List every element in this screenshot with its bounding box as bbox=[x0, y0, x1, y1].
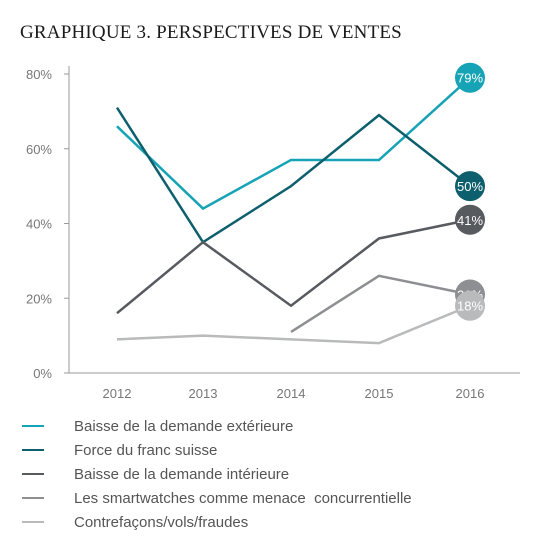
y-tick-label: 60% bbox=[26, 142, 52, 157]
legend-label: Contrefaçons/vols/fraudes bbox=[74, 513, 249, 531]
legend-swatch bbox=[22, 521, 44, 523]
legend-label: Force du franc suisse bbox=[74, 441, 218, 459]
x-tick-label: 2014 bbox=[277, 386, 306, 401]
series-end-marker-3 bbox=[455, 204, 485, 235]
chart-title: GRAPHIQUE 3. PERSPECTIVES DE VENTES bbox=[20, 22, 402, 43]
series-line-3 bbox=[116, 218, 471, 315]
legend-item: Force du franc suisse bbox=[22, 438, 542, 462]
y-tick-label: 80% bbox=[26, 67, 52, 82]
legend-swatch bbox=[22, 473, 44, 475]
series-end-marker-5 bbox=[455, 290, 485, 321]
legend-label: Baisse de la demande extérieure bbox=[74, 417, 294, 435]
legend-swatch bbox=[22, 497, 44, 499]
series-end-label-3: 41% bbox=[457, 213, 483, 228]
x-tick-label: 2016 bbox=[456, 386, 485, 401]
series-end-label-2: 50% bbox=[457, 179, 483, 194]
y-tick-label: 20% bbox=[26, 291, 52, 306]
line-chart: 0% 20% 40% 60% 80% 2012 2013 2014 2015 2016 79% 50%… bbox=[26, 62, 520, 401]
series-end-label-1: 79% bbox=[457, 71, 483, 86]
y-tick-label: 0% bbox=[33, 366, 52, 381]
series-line-1 bbox=[116, 76, 471, 211]
legend-item: Baisse de la demande intérieure bbox=[22, 462, 542, 486]
legend-item: Les smartwatches comme menace concurrent… bbox=[22, 486, 542, 510]
legend-swatch bbox=[22, 449, 44, 451]
legend-item: Contrefaçons/vols/fraudes bbox=[22, 510, 542, 534]
series-line-4 bbox=[290, 274, 471, 333]
series-line-5 bbox=[116, 304, 471, 345]
series-line-2 bbox=[115, 106, 471, 244]
x-tick-label: 2015 bbox=[365, 386, 394, 401]
series-end-marker-1 bbox=[455, 62, 485, 93]
legend-item: Baisse de la demande extérieure bbox=[22, 414, 542, 438]
x-tick-label: 2013 bbox=[189, 386, 218, 401]
series-end-marker-2 bbox=[455, 171, 485, 202]
y-tick-label: 40% bbox=[26, 217, 52, 232]
x-tick-label: 2012 bbox=[103, 386, 132, 401]
series-end-label-5: 18% bbox=[457, 299, 483, 314]
chart-legend: Baisse de la demande extérieure Force du … bbox=[22, 414, 542, 534]
legend-label: Les smartwatches comme menace concurrent… bbox=[74, 489, 412, 507]
legend-swatch bbox=[22, 425, 44, 427]
legend-label: Baisse de la demande intérieure bbox=[74, 465, 290, 483]
